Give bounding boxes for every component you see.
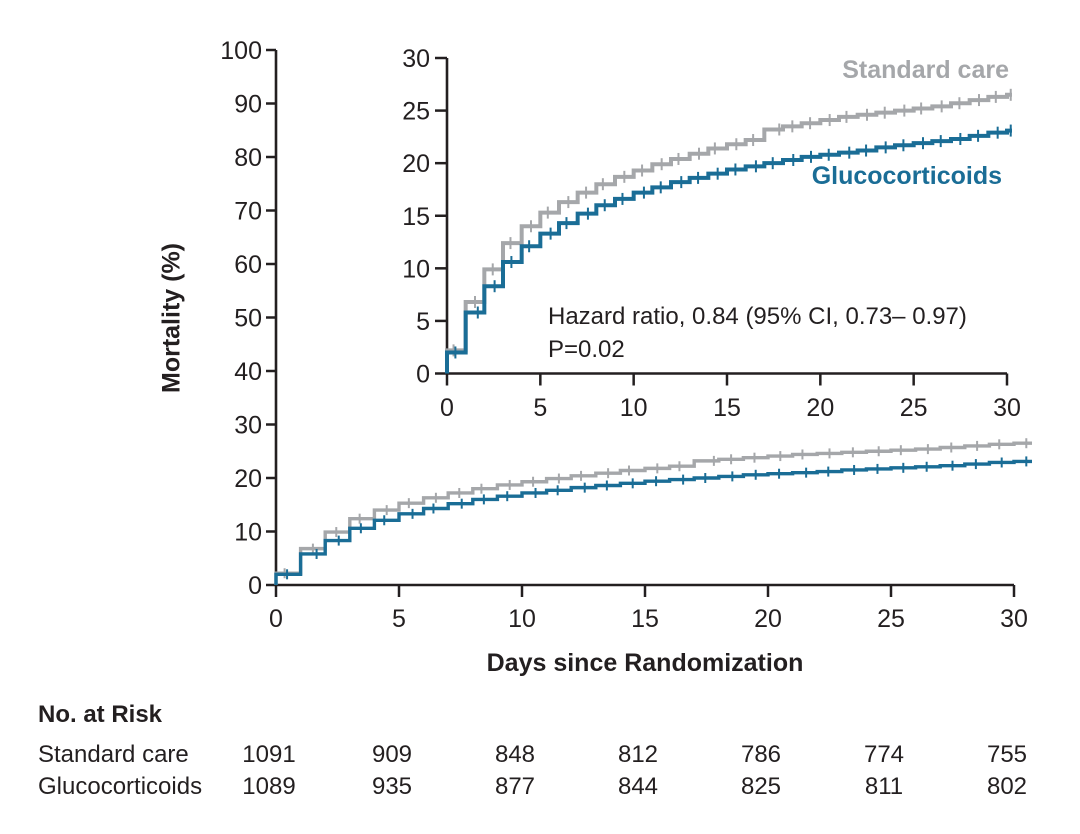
main-x-tick-label: 10 <box>508 605 536 633</box>
risk-row-label-glucocorticoids: Glucocorticoids <box>38 773 203 800</box>
risk-value: 774 <box>863 741 905 768</box>
risk-row-label-standard-care: Standard care <box>38 741 189 768</box>
risk-value: 825 <box>740 773 782 800</box>
inset-y-tick-label: 0 <box>416 361 430 389</box>
risk-value: 802 <box>986 773 1028 800</box>
main-y-tick-label: 70 <box>234 198 262 226</box>
inset-x-tick-label: 15 <box>713 394 741 422</box>
inset-y-tick-label: 25 <box>402 98 430 126</box>
y-axis-title: Mortality (%) <box>157 243 186 393</box>
main-y-tick-label: 100 <box>220 37 262 65</box>
inset-y-tick-label: 20 <box>402 150 430 178</box>
inset-x-tick-label: 20 <box>806 394 834 422</box>
hazard-ratio-annotation: Hazard ratio, 0.84 (95% CI, 0.73– 0.97) <box>548 303 967 330</box>
inset-y-tick-label: 10 <box>402 255 430 283</box>
main-x-tick-label: 0 <box>269 605 283 633</box>
curve-label-glucocorticoids: Glucocorticoids <box>811 162 1002 190</box>
main-curve-standard-care <box>274 441 1032 585</box>
risk-value: 1089 <box>242 773 296 800</box>
main-y-tick-label: 20 <box>234 465 262 493</box>
inset-x-tick-label: 5 <box>533 394 547 422</box>
main-x-tick-label: 20 <box>754 605 782 633</box>
risk-value: 755 <box>986 741 1028 768</box>
risk-value: 877 <box>494 773 536 800</box>
main-y-tick-label: 40 <box>234 358 262 386</box>
risk-value: 1091 <box>242 741 296 768</box>
main-y-tick-label: 0 <box>248 572 262 600</box>
p-value-annotation: P=0.02 <box>548 336 625 363</box>
curve-label-standard-care: Standard care <box>842 56 1009 84</box>
main-y-tick-label: 10 <box>234 519 262 547</box>
inset-x-tick-label: 30 <box>993 394 1021 422</box>
inset-curve-standard-care <box>445 92 1012 374</box>
x-axis-title: Days since Randomization <box>486 649 804 677</box>
main-y-tick-label: 80 <box>234 144 262 172</box>
risk-value: 811 <box>864 773 904 800</box>
main-y-tick-label: 90 <box>234 91 262 119</box>
inset-x-tick-label: 25 <box>900 394 928 422</box>
inset-y-tick-label: 15 <box>402 203 430 231</box>
main-y-tick-label: 50 <box>234 305 262 333</box>
main-y-tick-label: 60 <box>234 251 262 279</box>
main-y-tick-label: 30 <box>234 412 262 440</box>
inset-x-tick-label: 10 <box>620 394 648 422</box>
main-x-tick-label: 5 <box>392 605 406 633</box>
risk-value: 848 <box>494 741 536 768</box>
risk-value: 935 <box>371 773 413 800</box>
main-curve-glucocorticoids <box>274 459 1032 585</box>
inset-curve-glucocorticoids <box>445 128 1012 374</box>
main-x-tick-label: 25 <box>877 605 905 633</box>
risk-value: 812 <box>617 741 659 768</box>
inset-y-tick-label: 5 <box>416 308 430 336</box>
risk-table-title: No. at Risk <box>38 701 163 728</box>
risk-value: 844 <box>617 773 659 800</box>
main-x-tick-label: 15 <box>631 605 659 633</box>
risk-value: 786 <box>740 741 782 768</box>
inset-y-tick-label: 30 <box>402 45 430 73</box>
risk-value: 909 <box>371 741 413 768</box>
inset-x-tick-label: 0 <box>440 394 454 422</box>
main-x-tick-label: 30 <box>1000 605 1028 633</box>
